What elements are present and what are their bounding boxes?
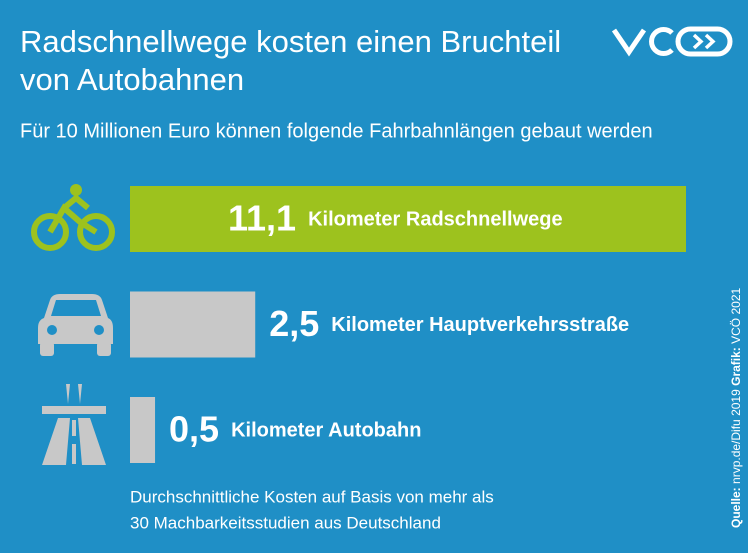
bike-icon [31,184,115,251]
credit: VCÖ 2021 [729,288,743,344]
subtitle: Für 10 Millionen Euro können folgende Fa… [20,120,653,142]
source-label: Quelle: [729,487,743,528]
source: Quelle: nrvp.de/Difu 2019 Grafik: VCÖ 20… [729,288,743,529]
value-label: 0,5 [169,409,219,450]
source: nrvp.de/Difu 2019 [729,389,743,484]
bar [130,291,256,358]
chart-title: von Autobahnen [20,62,244,97]
bar [130,186,686,252]
category-label: Kilometer Hauptverkehrsstraße [331,314,629,336]
value-label: 11,1 [228,198,296,239]
note: 30 Machbarkeitsstudien aus Deutschland [130,513,441,532]
bar [130,397,156,463]
value-label: 2,5 [269,303,319,344]
car-icon [38,294,113,356]
category-label: Kilometer Radschnellwege [308,208,563,230]
note: Durchschnittliche Kosten auf Basis von m… [130,487,494,506]
logo [611,26,733,57]
credit-label: Grafik: [729,347,743,386]
category-label: Kilometer Autobahn [231,419,421,441]
chart-title: Radschnellwege kosten einen Bruchteil [20,24,561,59]
highway-icon [42,384,106,465]
